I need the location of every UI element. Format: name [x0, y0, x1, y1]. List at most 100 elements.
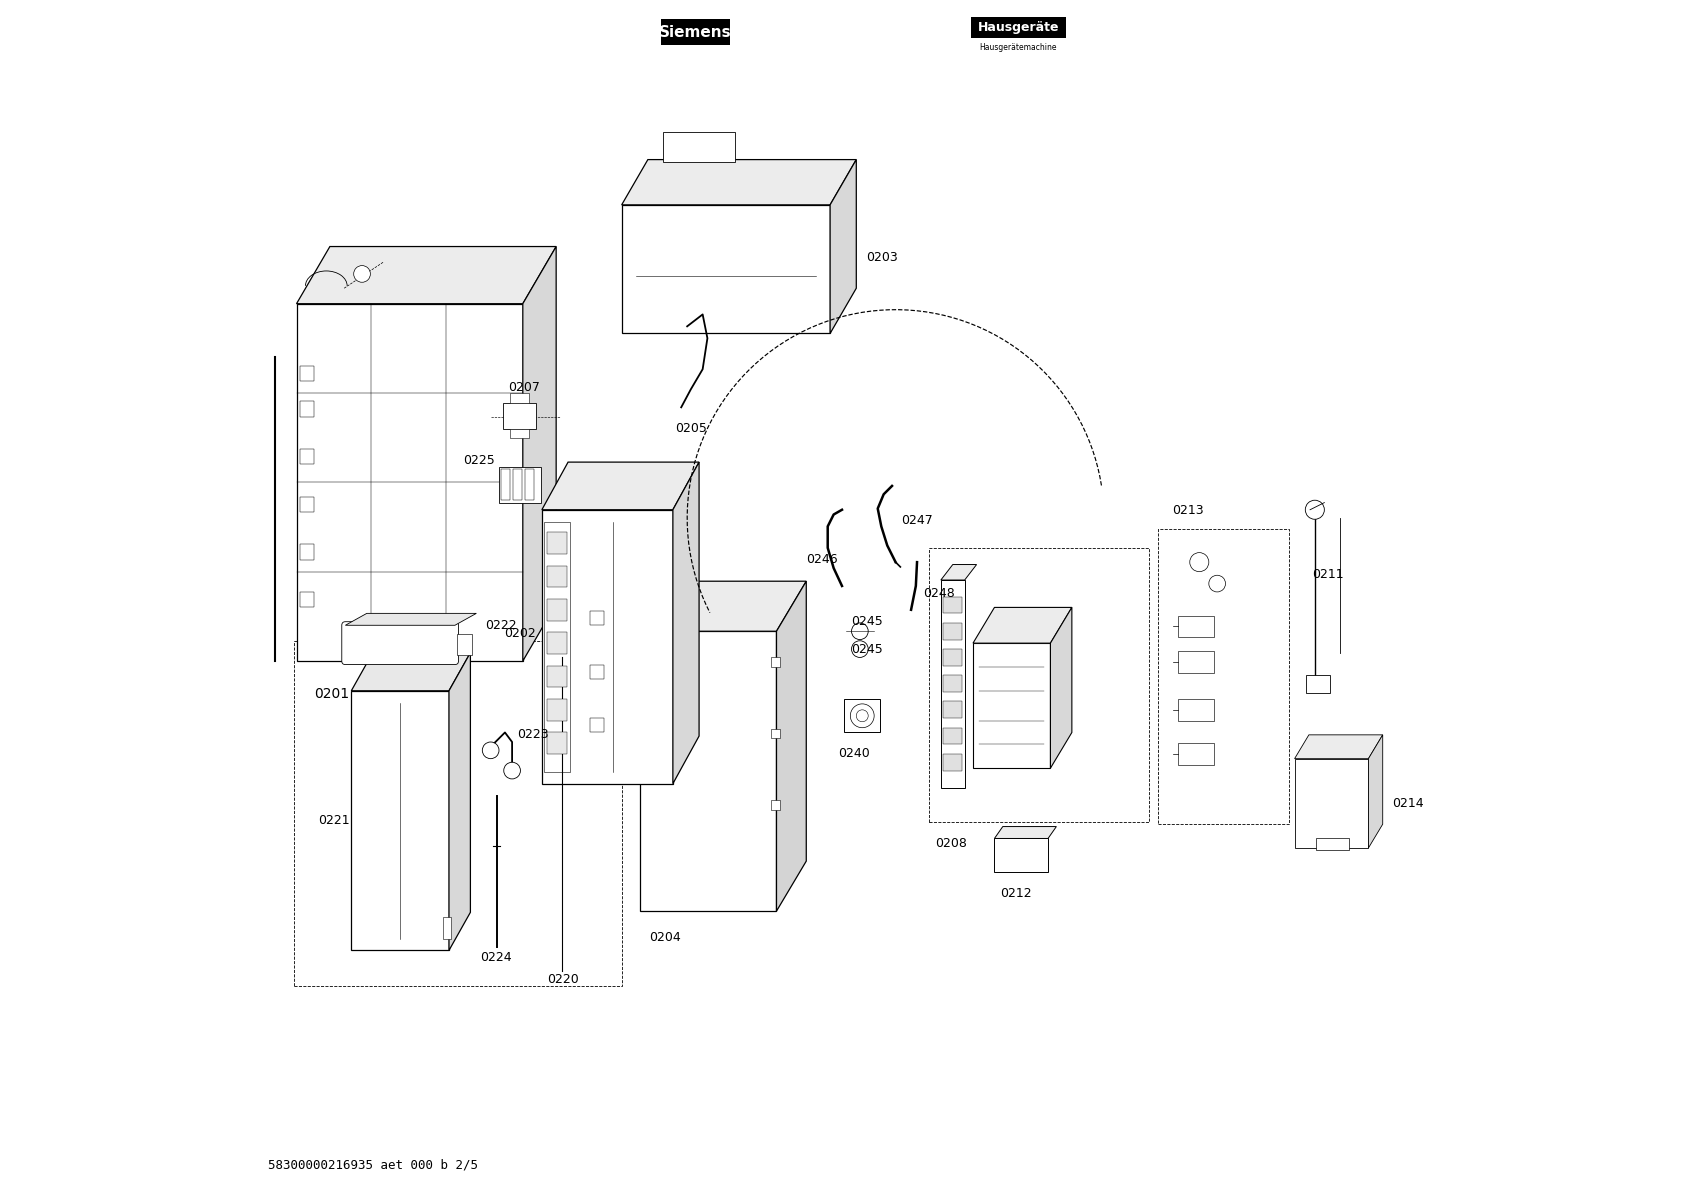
Bar: [1315, 838, 1349, 850]
Bar: [547, 632, 568, 654]
Polygon shape: [830, 160, 855, 333]
Bar: [589, 665, 605, 679]
Bar: [510, 393, 529, 403]
Bar: [943, 649, 962, 666]
Text: 0247: 0247: [901, 515, 933, 526]
Bar: [640, 631, 776, 911]
Bar: [589, 718, 605, 732]
Bar: [300, 401, 315, 417]
Bar: [943, 597, 962, 613]
Text: 58300000216935 aet 000 b 2/5: 58300000216935 aet 000 b 2/5: [268, 1159, 478, 1171]
Polygon shape: [640, 581, 807, 631]
Bar: [352, 691, 450, 950]
Text: 0214: 0214: [1393, 797, 1425, 810]
Bar: [547, 699, 568, 721]
Bar: [943, 623, 962, 640]
Text: 0248: 0248: [923, 587, 955, 599]
Polygon shape: [522, 247, 556, 661]
Text: 0221: 0221: [318, 815, 350, 827]
Polygon shape: [995, 827, 1056, 838]
Bar: [498, 467, 541, 503]
Polygon shape: [1051, 607, 1071, 768]
Bar: [300, 497, 315, 512]
Bar: [771, 800, 780, 810]
Text: 0213: 0213: [1172, 505, 1204, 517]
Text: 0246: 0246: [807, 554, 839, 566]
Bar: [514, 469, 522, 500]
Bar: [547, 599, 568, 621]
Polygon shape: [941, 565, 977, 580]
Bar: [1295, 759, 1369, 848]
Polygon shape: [973, 607, 1071, 643]
Bar: [502, 403, 536, 429]
Circle shape: [504, 762, 520, 779]
Text: 0207: 0207: [509, 381, 541, 393]
Polygon shape: [296, 247, 556, 304]
Bar: [510, 429, 529, 438]
Bar: [547, 732, 568, 754]
Text: 0245: 0245: [852, 616, 884, 628]
Bar: [943, 754, 962, 771]
Bar: [547, 666, 568, 687]
Circle shape: [850, 704, 874, 728]
Circle shape: [852, 623, 869, 640]
Bar: [589, 611, 605, 625]
Bar: [1177, 651, 1214, 673]
Text: 0201: 0201: [315, 687, 350, 701]
Bar: [771, 657, 780, 667]
Bar: [1157, 529, 1288, 824]
Polygon shape: [776, 581, 807, 911]
Circle shape: [855, 710, 869, 722]
Circle shape: [482, 742, 498, 759]
Polygon shape: [450, 653, 470, 950]
Polygon shape: [1295, 735, 1383, 759]
Bar: [542, 510, 674, 784]
Polygon shape: [345, 613, 477, 625]
Text: 0208: 0208: [935, 837, 967, 849]
Circle shape: [1305, 500, 1324, 519]
Text: 0224: 0224: [480, 952, 512, 964]
Bar: [300, 544, 315, 560]
Bar: [300, 592, 315, 607]
Text: 0245: 0245: [852, 643, 884, 655]
Text: 0202: 0202: [504, 626, 536, 640]
Bar: [300, 449, 315, 464]
Text: 0211: 0211: [1312, 568, 1344, 580]
Bar: [995, 838, 1047, 872]
Circle shape: [852, 641, 869, 657]
Polygon shape: [352, 653, 470, 691]
Bar: [1177, 743, 1214, 765]
Bar: [502, 469, 510, 500]
Polygon shape: [674, 462, 699, 784]
Text: Siemens: Siemens: [658, 25, 733, 39]
Bar: [296, 304, 522, 661]
Text: Hausgeräte: Hausgeräte: [977, 21, 1059, 33]
Text: 0205: 0205: [675, 423, 707, 435]
Text: Hausgerätemachine: Hausgerätemachine: [980, 43, 1058, 52]
Bar: [970, 17, 1066, 38]
Polygon shape: [542, 462, 699, 510]
Bar: [930, 548, 1148, 822]
Text: 0220: 0220: [547, 973, 578, 985]
Bar: [973, 643, 1051, 768]
Bar: [621, 205, 830, 333]
Text: 0240: 0240: [839, 748, 871, 760]
Text: 0203: 0203: [866, 251, 898, 263]
Bar: [941, 580, 965, 788]
Text: 0222: 0222: [485, 619, 517, 631]
Circle shape: [1191, 553, 1209, 572]
Polygon shape: [621, 160, 855, 205]
Bar: [547, 566, 568, 587]
Bar: [525, 469, 534, 500]
Bar: [295, 641, 621, 986]
Bar: [300, 366, 315, 381]
Bar: [943, 701, 962, 718]
Bar: [844, 699, 881, 732]
Text: 0212: 0212: [1000, 887, 1032, 899]
Bar: [943, 675, 962, 692]
Circle shape: [354, 266, 370, 282]
Bar: [458, 634, 472, 655]
Text: 0204: 0204: [648, 931, 680, 943]
Bar: [1307, 675, 1330, 693]
Bar: [663, 132, 734, 162]
